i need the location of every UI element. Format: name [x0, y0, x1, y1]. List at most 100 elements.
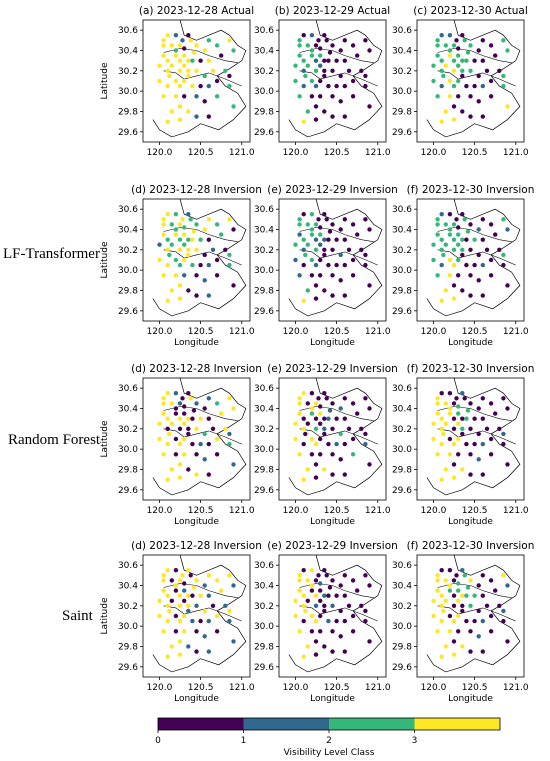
- data-point: [173, 227, 179, 232]
- data-point: [460, 426, 465, 431]
- x-axis-label: Longitude: [174, 338, 219, 348]
- data-point: [318, 232, 323, 237]
- data-point: [182, 411, 187, 416]
- data-point: [190, 593, 195, 598]
- data-point: [169, 644, 174, 649]
- data-point: [214, 613, 220, 619]
- data-point: [464, 262, 469, 268]
- data-point: [301, 603, 306, 608]
- y-tick-label: 30.6: [392, 205, 412, 215]
- data-point: [454, 38, 459, 43]
- data-point: [468, 114, 473, 119]
- data-point: [182, 421, 187, 426]
- data-point: [198, 416, 203, 421]
- data-point: [480, 649, 485, 654]
- data-point: [169, 467, 174, 472]
- data-point: [322, 416, 327, 421]
- data-point: [334, 83, 339, 89]
- data-point: [324, 573, 329, 578]
- data-point: [324, 217, 329, 222]
- data-point: [451, 104, 457, 109]
- data-point: [227, 431, 232, 437]
- data-point: [173, 273, 179, 278]
- data-point: [194, 247, 199, 252]
- data-point: [309, 212, 315, 217]
- data-point: [464, 83, 469, 89]
- data-point: [161, 629, 166, 634]
- data-point: [231, 406, 236, 411]
- data-point: [443, 242, 448, 247]
- data-point: [297, 629, 302, 634]
- data-point: [447, 232, 453, 237]
- data-point: [443, 578, 448, 583]
- data-point: [177, 618, 183, 624]
- data-point: [202, 73, 207, 79]
- data-point: [188, 396, 193, 401]
- data-point: [309, 391, 315, 396]
- data-point: [359, 68, 364, 74]
- data-point: [191, 408, 197, 413]
- data-point: [313, 104, 319, 109]
- x-tick-label: 120.5: [324, 506, 350, 516]
- data-point: [447, 273, 453, 278]
- data-point: [157, 598, 162, 603]
- colorbar-segment: [158, 718, 244, 730]
- data-point: [309, 227, 315, 232]
- data-point: [488, 436, 494, 442]
- data-point: [214, 43, 220, 48]
- data-point: [190, 618, 195, 624]
- data-point: [468, 472, 473, 477]
- data-point: [173, 48, 179, 53]
- data-point: [456, 53, 461, 58]
- data-point: [305, 578, 310, 583]
- data-point: [309, 232, 315, 237]
- data-point: [338, 278, 343, 283]
- data-point: [355, 232, 360, 237]
- data-point: [342, 573, 347, 578]
- data-point: [293, 63, 298, 68]
- data-point: [342, 237, 347, 242]
- data-point: [476, 227, 481, 232]
- data-point: [322, 73, 327, 79]
- y-tick-label: 30.4: [254, 226, 274, 236]
- data-point: [214, 273, 220, 278]
- data-point: [367, 104, 372, 109]
- colorbar: 0 1 2 3 Visibility Level Class: [155, 717, 501, 758]
- data-point: [177, 58, 183, 63]
- y-tick-label: 29.8: [118, 466, 138, 476]
- data-point: [443, 467, 448, 472]
- data-point: [161, 396, 166, 401]
- river-line: [163, 249, 242, 266]
- data-point: [210, 247, 216, 252]
- data-point: [297, 573, 302, 578]
- data-point: [318, 598, 323, 603]
- data-point: [231, 462, 236, 467]
- data-point: [177, 441, 183, 447]
- data-point: [186, 247, 191, 252]
- data-point: [227, 396, 232, 401]
- data-point: [231, 48, 236, 53]
- data-point: [198, 237, 203, 242]
- data-point: [330, 426, 335, 431]
- data-point: [173, 436, 179, 442]
- data-point: [480, 217, 485, 222]
- data-point: [227, 252, 232, 258]
- data-point: [338, 431, 343, 437]
- data-point: [350, 436, 356, 442]
- chart-panel-5: (e) 2023-12-29 Inversion 120.0 120.5 121.0 2…: [254, 184, 398, 348]
- data-point: [297, 232, 302, 237]
- data-point: [472, 416, 477, 421]
- y-tick-label: 30.4: [254, 405, 274, 415]
- data-point: [186, 568, 191, 573]
- data-point: [451, 237, 457, 242]
- data-point: [194, 401, 199, 406]
- data-point: [454, 217, 459, 222]
- data-point: [186, 109, 191, 114]
- data-point: [322, 426, 327, 431]
- data-point: [443, 109, 448, 114]
- data-point: [297, 94, 302, 99]
- data-point: [439, 58, 444, 63]
- data-point: [468, 273, 473, 278]
- data-point: [439, 654, 444, 659]
- data-point: [301, 477, 306, 482]
